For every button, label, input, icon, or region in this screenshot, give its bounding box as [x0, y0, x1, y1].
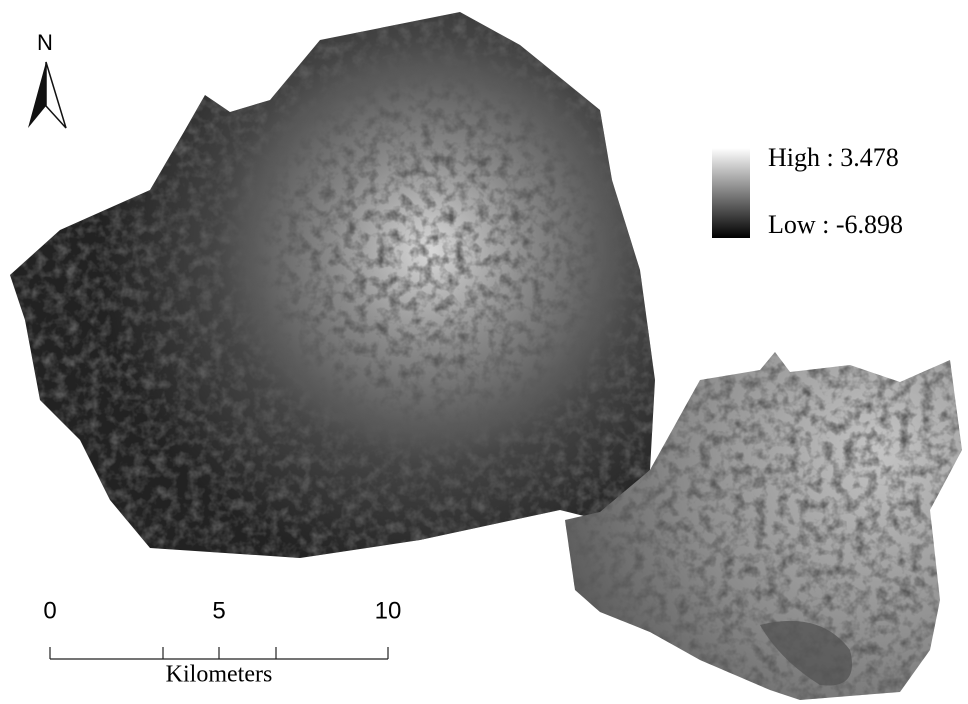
scale-tick-label: 0 [43, 597, 56, 624]
scale-unit: Kilometers [166, 662, 273, 688]
scale-bar: Kilometers 0 5 10 [43, 597, 401, 687]
legend: High : 3.478 Low : -6.898 [712, 143, 903, 239]
legend-high: High : 3.478 [768, 143, 899, 172]
map: N High : 3.478 Low : -6.898 Kilometers 0… [0, 0, 968, 704]
scale-tick-label: 5 [212, 597, 225, 624]
scale-tick-label: 10 [375, 597, 402, 624]
legend-low: Low : -6.898 [768, 210, 903, 239]
raster-main [10, 12, 655, 558]
north-arrow: N [28, 30, 66, 128]
legend-ramp [712, 148, 750, 238]
north-label: N [37, 30, 53, 55]
